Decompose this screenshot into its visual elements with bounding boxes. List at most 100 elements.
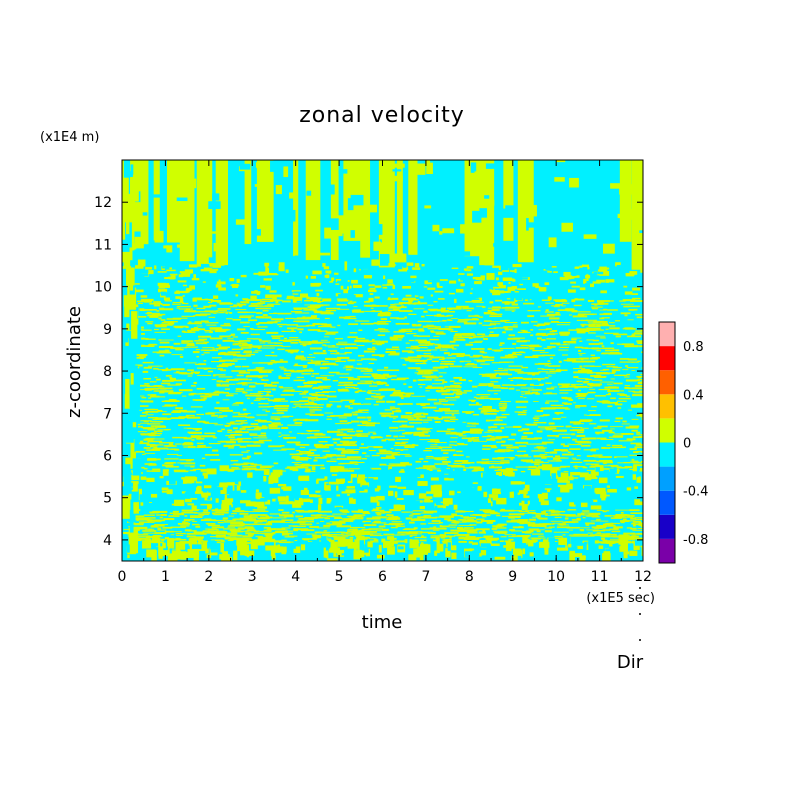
heatmap-cell xyxy=(586,339,594,341)
heatmap-cell xyxy=(614,403,623,406)
heatmap-cell xyxy=(481,458,489,461)
heatmap-cell xyxy=(294,539,298,542)
heatmap-cell xyxy=(580,502,588,508)
heatmap-cell xyxy=(571,299,576,303)
heatmap-cell xyxy=(482,324,492,326)
heatmap-cell xyxy=(568,468,580,472)
heatmap-cell xyxy=(601,286,604,290)
heatmap-cell xyxy=(476,360,486,363)
heatmap-cell xyxy=(167,538,175,549)
x-tick-label: 6 xyxy=(378,569,387,585)
heatmap-cell xyxy=(136,354,148,357)
heatmap-cell xyxy=(157,288,168,293)
heatmap-cell xyxy=(605,328,609,330)
heatmap-cell xyxy=(324,227,331,239)
heatmap-cell xyxy=(349,528,358,531)
heatmap-cell xyxy=(389,430,400,432)
heatmap-cell xyxy=(515,454,528,457)
heatmap-cell xyxy=(485,163,497,169)
heatmap-cell xyxy=(164,458,179,460)
heatmap-cell xyxy=(227,468,234,472)
heatmap-cell xyxy=(318,440,328,443)
heatmap-cell xyxy=(147,314,162,317)
heatmap-cell xyxy=(278,514,294,516)
heatmap-cell xyxy=(132,526,148,529)
heatmap-cell xyxy=(353,301,357,304)
heatmap-cell xyxy=(439,365,449,368)
heatmap-cell xyxy=(323,547,327,558)
heatmap-cell xyxy=(428,264,439,272)
heatmap-cell xyxy=(336,525,351,528)
heatmap-cell xyxy=(336,434,350,437)
heatmap-cell xyxy=(572,315,588,318)
heatmap-cell xyxy=(164,428,171,431)
heatmap-cell xyxy=(424,205,432,209)
heatmap-cell xyxy=(550,469,558,477)
heatmap-cell xyxy=(217,344,222,347)
heatmap-cell xyxy=(324,412,334,414)
heatmap-cell xyxy=(400,403,413,405)
heatmap-cell xyxy=(471,385,478,388)
heatmap-cell xyxy=(140,278,145,281)
heatmap-cell xyxy=(351,411,357,413)
heatmap-cell xyxy=(185,414,195,417)
heatmap-cell xyxy=(244,526,254,529)
heatmap-cell xyxy=(614,420,621,423)
heatmap-cell xyxy=(404,316,407,319)
heatmap-cell xyxy=(538,371,549,373)
heatmap-cell xyxy=(608,352,623,355)
heatmap-cell xyxy=(578,386,593,388)
heatmap-cell xyxy=(444,385,457,388)
heatmap-cell xyxy=(384,409,393,411)
heatmap-cell xyxy=(301,373,312,375)
heatmap-cell xyxy=(637,379,643,381)
x-tick-label: 5 xyxy=(335,569,344,585)
heatmap-cell xyxy=(556,201,568,205)
heatmap-cell xyxy=(559,346,570,349)
heatmap-cell xyxy=(602,376,607,378)
heatmap-cell xyxy=(322,298,332,302)
heatmap-cell xyxy=(527,272,536,275)
heatmap-cell xyxy=(216,383,221,386)
heatmap-cell xyxy=(631,380,640,382)
heatmap-cell xyxy=(454,534,469,537)
heatmap-cell xyxy=(412,510,426,512)
heatmap-cell xyxy=(253,277,256,281)
heatmap-cell xyxy=(426,358,433,361)
heatmap-cell xyxy=(158,345,174,349)
heatmap-cell xyxy=(590,354,596,357)
heatmap-cell xyxy=(609,528,619,530)
heatmap-cell xyxy=(631,429,638,432)
heatmap-cell xyxy=(588,499,594,504)
heatmap-cell xyxy=(551,305,559,307)
heatmap-cell xyxy=(442,357,446,360)
heatmap-cell xyxy=(325,307,341,310)
heatmap-cell xyxy=(342,510,350,513)
heatmap-cell xyxy=(175,371,180,374)
heatmap-cell xyxy=(446,428,455,431)
heatmap-cell xyxy=(592,454,603,456)
heatmap-cell xyxy=(531,391,539,394)
heatmap-cell xyxy=(179,290,189,294)
heatmap-cell xyxy=(514,520,528,523)
heatmap-cell xyxy=(154,230,164,243)
heatmap-cell xyxy=(500,440,506,443)
heatmap-cell xyxy=(280,394,294,396)
heatmap-cell xyxy=(246,338,259,340)
heatmap-cell xyxy=(299,406,311,408)
heatmap-cell xyxy=(597,302,605,304)
heatmap-cell xyxy=(255,492,265,499)
heatmap-cell xyxy=(557,477,569,483)
heatmap-cell xyxy=(224,537,233,540)
heatmap-cell xyxy=(551,266,557,268)
heatmap-cell xyxy=(491,538,497,540)
heatmap-cell xyxy=(482,436,495,438)
heatmap-cell xyxy=(274,530,288,533)
heatmap-cell xyxy=(259,478,264,483)
heatmap-cell xyxy=(636,340,643,343)
heatmap-cell xyxy=(244,311,256,313)
heatmap-cell xyxy=(316,514,322,516)
heatmap-cell xyxy=(391,346,399,348)
heatmap-cell xyxy=(370,310,383,313)
heatmap-cell xyxy=(550,297,558,300)
